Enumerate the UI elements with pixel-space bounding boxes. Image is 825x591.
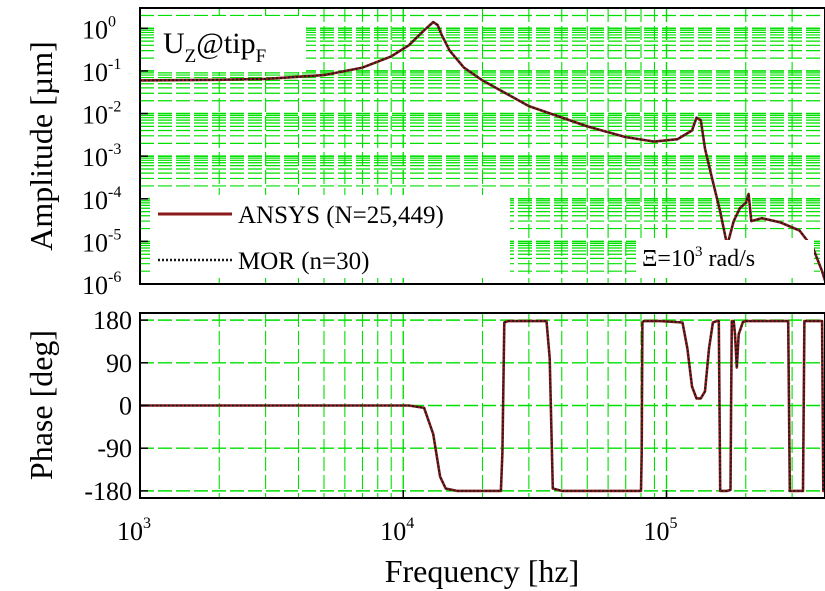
legend-label-mor: MOR (n=30): [238, 248, 369, 275]
annotation-exp: 3: [695, 244, 703, 260]
phase-y-ticks: -180 -90 0 90 180: [84, 306, 148, 506]
amplitude-y-tick-label: 10-3: [82, 141, 121, 172]
amplitude-series-mor-line: [139, 21, 825, 281]
svg-text:UZ@tipF: UZ@tipF: [163, 27, 266, 67]
tick-base: 10: [82, 186, 108, 215]
title-main: U: [163, 27, 185, 60]
phase-y-tick-label: -180: [84, 477, 132, 506]
amplitude-y-tick-label: 10-6: [82, 269, 121, 300]
phase-y-tick-label: 90: [106, 349, 132, 378]
phase-y-tick-label: 180: [93, 306, 132, 335]
tick-exponent: 4: [406, 515, 414, 532]
x-tick-label: 104: [380, 515, 414, 546]
x-tick-label: 103: [117, 515, 151, 546]
amplitude-y-tick-label: 10-5: [82, 226, 121, 257]
phase-lines: [140, 319, 825, 493]
annotation-backdrop: [636, 240, 814, 274]
amplitude-y-axis-label: Amplitude [µm]: [23, 41, 59, 251]
tick-base: 10: [117, 517, 143, 546]
tick-base: 10: [82, 271, 108, 300]
x-axis-label: Frequency [hz]: [385, 553, 580, 589]
x-tick-label: 105: [644, 515, 678, 546]
phase-series-mor-line: [140, 320, 825, 492]
tick-base: 10: [82, 58, 108, 87]
phase-y-tick-label: -90: [97, 434, 132, 463]
svg-text:Ξ=103 rad/s: Ξ=103 rad/s: [642, 244, 755, 272]
title-backdrop: [158, 16, 306, 72]
tick-base: 10: [380, 517, 406, 546]
title-sub2: F: [256, 46, 267, 67]
legend: ANSYS (N=25,449) MOR (n=30): [150, 195, 510, 275]
amplitude-y-tick-label: 10-4: [82, 184, 121, 215]
amplitude-y-tick-label: 10-1: [82, 56, 121, 87]
tick-exponent: -2: [108, 99, 121, 116]
phase-y-axis-label: Phase [deg]: [23, 330, 59, 480]
tick-exponent: -4: [108, 184, 121, 201]
tick-base: 10: [82, 15, 108, 44]
tick-exponent: 0: [108, 13, 116, 30]
amplitude-y-tick-label: 10-2: [82, 99, 121, 130]
amplitude-title: UZ@tipF: [158, 16, 306, 72]
amplitude-y-tick-label: 100: [82, 13, 116, 44]
legend-backdrop: [150, 195, 510, 275]
tick-exponent: 3: [143, 515, 151, 532]
tick-base: 10: [644, 517, 670, 546]
tick-exponent: -1: [108, 56, 121, 73]
annotation-suffix: rad/s: [702, 246, 755, 272]
tick-base: 10: [82, 228, 108, 257]
phase-x-ticks: 103 104 105: [117, 490, 678, 546]
amplitude-plot-frame: [139, 7, 825, 285]
tick-exponent: -5: [108, 226, 121, 243]
xi-annotation: Ξ=103 rad/s: [636, 240, 814, 274]
phase-y-tick-label: 0: [119, 392, 132, 421]
annotation-prefix: Ξ=10: [642, 246, 695, 272]
title-sub1: Z: [185, 46, 197, 67]
legend-label-ansys: ANSYS (N=25,449): [238, 202, 444, 229]
phase-grid: [139, 313, 825, 498]
title-mid: @tip: [196, 27, 255, 60]
tick-exponent: -6: [108, 269, 121, 286]
tick-base: 10: [82, 101, 108, 130]
amplitude-lines: [139, 20, 825, 281]
tick-exponent: -3: [108, 141, 121, 158]
tick-base: 10: [82, 143, 108, 172]
tick-exponent: 5: [670, 515, 678, 532]
